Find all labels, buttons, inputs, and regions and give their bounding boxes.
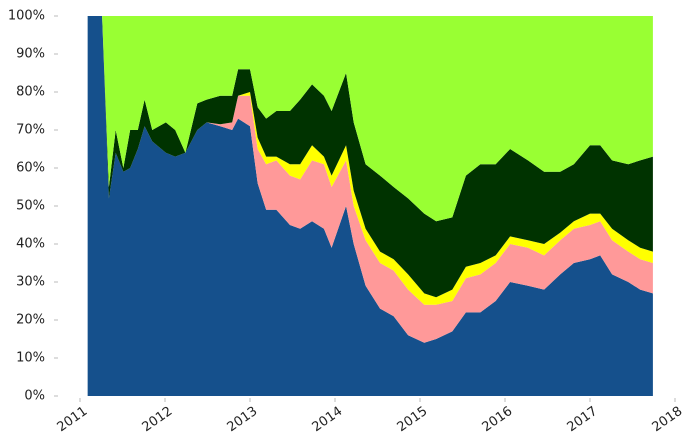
y-tick-label: 40%	[16, 237, 45, 252]
area	[87, 16, 653, 298]
area	[87, 16, 653, 222]
y-tick-label: 0%	[24, 389, 45, 404]
area	[87, 16, 653, 396]
y-tick-label: 70%	[16, 123, 45, 138]
x-tick-label: 2015	[395, 404, 431, 432]
area	[87, 16, 653, 305]
x-tick-label: 2012	[140, 404, 176, 432]
y-tick-label: 50%	[16, 199, 45, 214]
y-tick-label: 60%	[16, 161, 45, 176]
x-tick-label: 2018	[650, 404, 682, 432]
x-tick-label: 2013	[225, 404, 261, 432]
x-tick-label: 2014	[310, 404, 346, 432]
y-tick-label: 30%	[16, 275, 45, 290]
y-tick-label: 20%	[16, 313, 45, 328]
y-tick-label: 80%	[16, 85, 45, 100]
y-tick-label: 100%	[8, 9, 45, 24]
y-tick-label: 10%	[16, 351, 45, 366]
area	[87, 16, 653, 343]
x-tick-label: 2016	[480, 404, 516, 432]
x-tick-label: 2011	[55, 404, 91, 432]
x-tick-label: 2017	[565, 404, 601, 432]
y-tick-label: 90%	[16, 47, 45, 62]
